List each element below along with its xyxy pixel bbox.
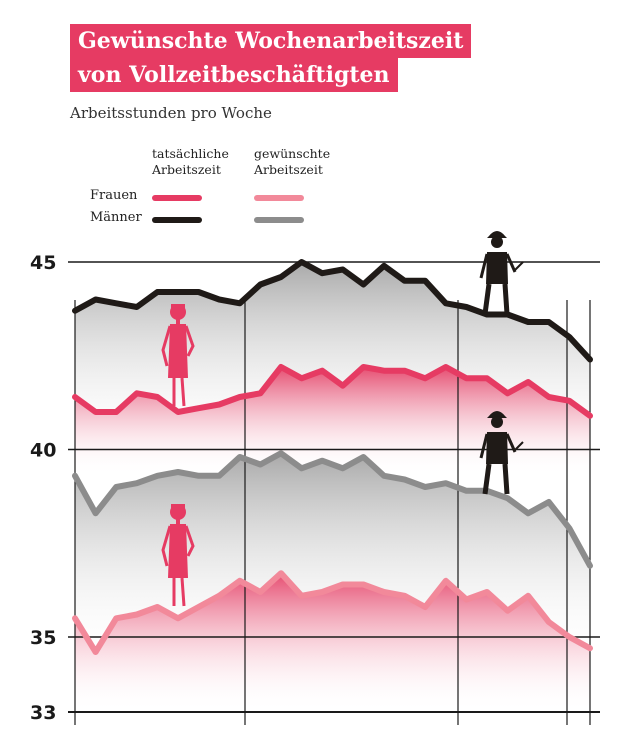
y-axis-label: Arbeitsstunden pro Woche — [70, 104, 272, 122]
legend-header-actual-line2: Arbeitszeit — [152, 162, 221, 177]
worker-icon — [479, 231, 524, 315]
legend-swatch-men-desired — [254, 217, 304, 223]
series-line-men-actual — [72, 259, 593, 363]
y-tick-label: 35 — [30, 627, 56, 649]
legend-header-actual-line1: tatsächliche — [152, 146, 229, 161]
chart-title: Gewünschte Wochenarbeitszeit von Vollzei… — [70, 24, 472, 92]
area-women-desired — [75, 573, 590, 712]
legend-swatch-women-desired — [254, 195, 304, 201]
legend-header-desired-line2: Arbeitszeit — [254, 162, 323, 177]
worker-icon — [479, 411, 524, 495]
title-line-1: Gewünschte Wochenarbeitszeit — [70, 24, 472, 58]
series-line-men-desired — [72, 450, 593, 569]
legend-header-actual: tatsächliche Arbeitszeit — [152, 146, 229, 178]
legend-swatch-women-actual — [152, 195, 202, 201]
area-women-actual — [75, 367, 590, 476]
woman-icon — [161, 304, 195, 407]
series-line-women-desired — [72, 570, 593, 655]
title-line-2: von Vollzeitbeschäftigten — [70, 58, 398, 92]
y-tick-label: 40 — [30, 440, 56, 462]
woman-icon — [161, 504, 195, 607]
y-tick-label: 45 — [30, 252, 56, 274]
series-line-women-actual — [72, 364, 593, 419]
legend-label-women: Frauen — [90, 188, 138, 203]
legend-swatch-men-actual — [152, 217, 202, 223]
legend-header-desired: gewünschte Arbeitszeit — [254, 146, 330, 178]
legend-label-men: Männer — [90, 210, 142, 225]
y-tick-label: 33 — [30, 702, 56, 724]
legend-header-desired-line1: gewünschte — [254, 146, 331, 161]
